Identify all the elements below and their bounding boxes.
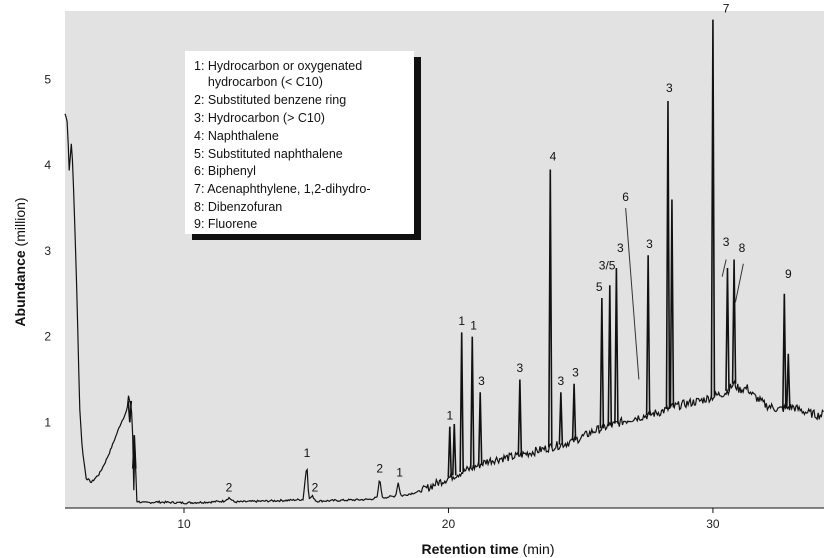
peak-line	[571, 383, 577, 441]
x-tick-label: 10	[177, 517, 191, 531]
peak-label-leaders	[625, 208, 744, 380]
peak-label: 3	[558, 374, 565, 388]
peak-line	[731, 259, 737, 384]
peak-line	[645, 255, 651, 416]
peak-label: 3	[646, 237, 653, 251]
legend-entry: 7: Acenaphthylene, 1,2-dihydro-	[194, 182, 371, 196]
legend: 1: Hydrocarbon or oxygenated hydrocarbon…	[185, 51, 421, 240]
x-axis-title-bold: Retention time	[421, 541, 518, 557]
x-axis-title: Retention time (min)	[421, 541, 554, 557]
x-axis-ticks: 10 20 30	[177, 508, 720, 531]
peak-line	[517, 379, 523, 456]
peak-line	[725, 268, 730, 391]
peak-label: 1	[446, 408, 453, 422]
peak-lines	[127, 19, 791, 478]
leader-line	[734, 263, 744, 303]
peak-label: 3	[666, 81, 673, 95]
legend-entry: 1: Hydrocarbon or oxygenated	[194, 59, 362, 73]
peak-line	[782, 293, 787, 409]
peak-line	[558, 392, 564, 445]
y-axis-title: Abundance (million)	[12, 197, 28, 326]
peak-line	[607, 285, 613, 426]
peak-line	[614, 268, 619, 424]
x-axis-title-unit: (min)	[519, 541, 555, 557]
peak-label: 6	[622, 190, 629, 204]
y-tick-label: 2	[44, 330, 51, 344]
peak-line	[547, 169, 553, 448]
peak-label: 1	[396, 466, 403, 480]
peak-line	[665, 100, 671, 409]
peak-label: 2	[226, 480, 233, 494]
peak-line	[599, 298, 605, 429]
x-tick-label: 30	[706, 517, 720, 531]
peak-label: 7	[723, 1, 730, 15]
legend-entry: 8: Dibenzofuran	[194, 200, 282, 214]
chromatogram-trace	[64, 113, 824, 505]
peak-label: 1	[470, 318, 477, 332]
legend-entry: hydrocarbon (< C10)	[194, 75, 323, 89]
legend-entry: 4: Naphthalene	[194, 129, 279, 143]
peak-label: 3	[617, 241, 624, 255]
peak-label: 3	[723, 235, 730, 249]
peak-line	[785, 353, 791, 408]
peak-line	[710, 19, 716, 397]
leader-line	[625, 208, 640, 380]
peak-label: 3	[572, 365, 579, 379]
peak-label: 5	[596, 280, 603, 294]
peak-line	[459, 332, 464, 473]
y-axis-title-unit: (million)	[12, 197, 28, 250]
peak-label: 3	[478, 374, 485, 388]
peak-label: 3	[517, 361, 524, 375]
legend-entry: 6: Biphenyl	[194, 164, 256, 178]
peak-label: 9	[785, 267, 792, 281]
peak-line	[669, 199, 675, 408]
peak-line	[469, 336, 475, 468]
peak-label: 4	[550, 150, 557, 164]
peak-line	[131, 435, 137, 469]
y-tick-label: 5	[44, 73, 51, 87]
legend-entry: 2: Substituted benzene ring	[194, 93, 346, 107]
leader-line	[721, 259, 727, 277]
plot-area	[65, 11, 824, 508]
peak-line	[447, 426, 453, 478]
peak-label: 1	[458, 314, 465, 328]
peak-label: 8	[739, 241, 746, 255]
legend-entry: 3: Hydrocarbon (> C10)	[194, 111, 325, 125]
y-tick-label: 4	[44, 158, 51, 172]
peak-label: 3/5	[599, 258, 616, 272]
peak-label: 2	[312, 480, 319, 494]
y-axis-title-bold: Abundance	[12, 250, 28, 326]
peak-line	[477, 392, 483, 465]
x-tick-label: 20	[442, 517, 456, 531]
y-tick-label: 1	[44, 415, 51, 429]
peak-label: 2	[376, 461, 383, 475]
peak-line	[127, 400, 133, 423]
legend-box	[185, 51, 414, 234]
peak-label: 1	[304, 446, 311, 460]
y-tick-label: 3	[44, 244, 51, 258]
peak-line	[451, 424, 457, 476]
legend-entry: 5: Substituted naphthalene	[194, 147, 343, 161]
y-axis-ticks: 1 2 3 4 5	[44, 73, 51, 430]
legend-entry: 9: Fluorene	[194, 217, 257, 231]
